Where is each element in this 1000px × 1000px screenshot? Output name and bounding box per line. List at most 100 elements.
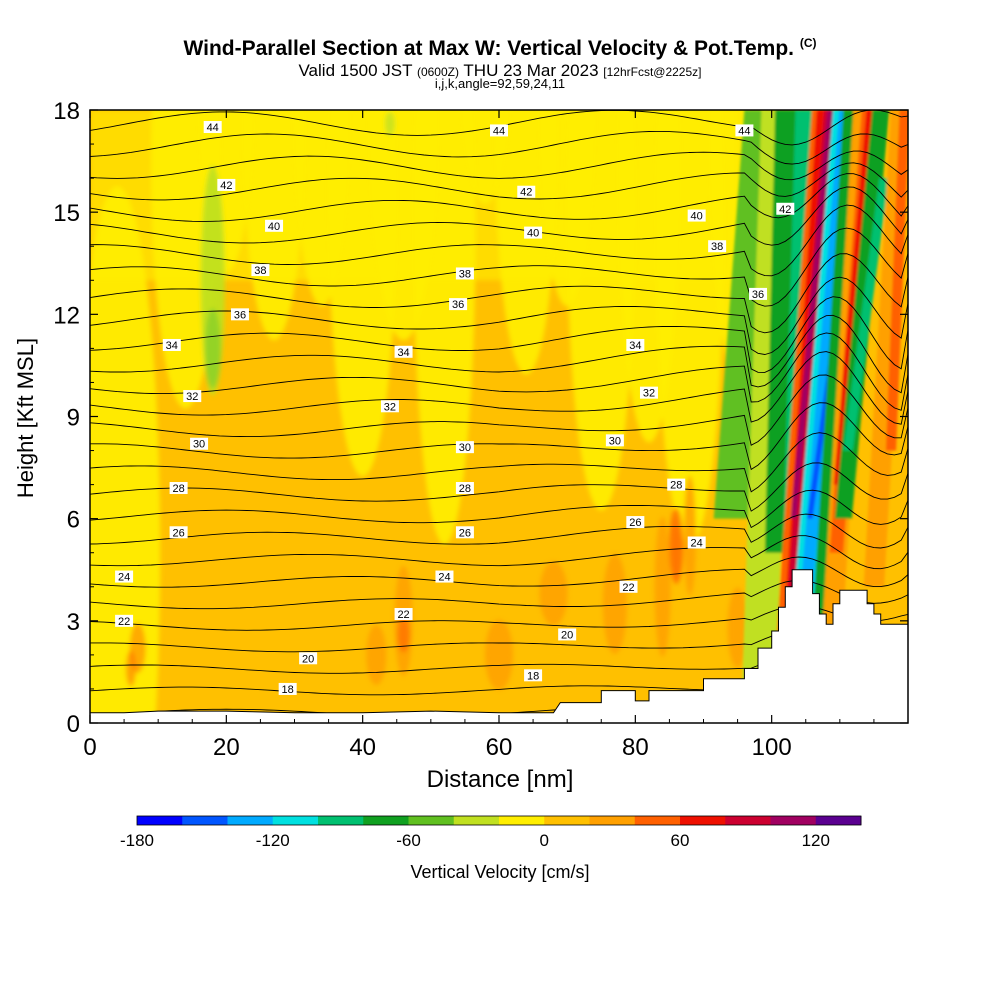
theta-label: 20 xyxy=(561,629,573,641)
theta-contour-27 xyxy=(90,462,908,512)
theta-label: 30 xyxy=(193,439,205,451)
theta-label-bg xyxy=(776,202,795,215)
theta-label-bg xyxy=(558,628,577,641)
y-tick-label: 15 xyxy=(53,200,80,227)
theta-contour-32 xyxy=(90,332,908,411)
theta-label-bg xyxy=(687,536,706,549)
theta-contour-28 xyxy=(90,432,908,493)
utc-time: (0600Z) xyxy=(416,65,459,79)
colorbar-swatch xyxy=(272,816,319,825)
theta-label-bg xyxy=(687,209,706,222)
theta-label-bg xyxy=(251,264,270,277)
theta-label: 34 xyxy=(629,340,641,352)
theta-label-bg xyxy=(169,526,188,539)
theta-label: 30 xyxy=(609,435,621,447)
theta-label: 42 xyxy=(779,204,791,216)
theta-label-bg xyxy=(183,390,202,403)
theta-label: 40 xyxy=(527,228,539,240)
colorbar-swatch xyxy=(589,816,636,825)
theta-contour-33 xyxy=(90,314,908,394)
theta-label: 30 xyxy=(459,442,471,454)
theta-label: 32 xyxy=(384,401,396,413)
theta-label-bg xyxy=(517,185,536,198)
theta-label-bg xyxy=(455,441,474,454)
colorbar-swatch xyxy=(770,816,817,825)
theta-label-bg xyxy=(435,570,454,583)
theta-contour-29 xyxy=(90,402,908,471)
valid-time: Valid 1500 JST xyxy=(298,61,413,80)
theta-label-bg xyxy=(708,240,727,253)
y-tick-label: 0 xyxy=(67,711,80,738)
y-tick-label: 9 xyxy=(67,405,80,432)
theta-contour-22 xyxy=(90,579,908,610)
colorbar-tick-label: 120 xyxy=(802,831,830,850)
colorbar-swatch xyxy=(634,816,681,825)
theta-contour-23 xyxy=(90,556,908,588)
theta-contour-24 xyxy=(90,535,908,570)
colorbar-swatch xyxy=(318,816,364,825)
theta-contour-35 xyxy=(90,276,908,355)
theta-contour-37 xyxy=(90,227,908,307)
theta-label-bg xyxy=(115,614,134,627)
theta-label-bg xyxy=(619,580,638,593)
theta-label: 32 xyxy=(186,391,198,403)
theta-label: 36 xyxy=(752,289,764,301)
theta-label-bg xyxy=(749,287,768,300)
chart-subtitle-indices: i,j,k,angle=92,59,24,11 xyxy=(434,76,566,91)
theta-label-bg xyxy=(626,516,645,529)
theta-label: 34 xyxy=(166,340,178,352)
theta-label-bg xyxy=(735,124,754,137)
theta-label-bg xyxy=(455,482,474,495)
theta-label-bg xyxy=(278,682,297,695)
theta-label-bg xyxy=(265,219,284,232)
colorbar-tick-label: -120 xyxy=(256,831,290,850)
theta-label: 22 xyxy=(397,609,409,621)
chart-title-tag: (C) xyxy=(799,36,817,50)
colorbar-label: Vertical Velocity [cm/s] xyxy=(410,862,590,882)
theta-contour-31 xyxy=(90,351,908,425)
theta-contour-21 xyxy=(90,605,908,631)
theta-label: 38 xyxy=(459,268,471,280)
theta-label-bg xyxy=(605,434,624,447)
theta-label-bg xyxy=(380,400,399,413)
theta-label: 34 xyxy=(397,347,409,359)
chart-title-text: Wind-Parallel Section at Max W: Vertical… xyxy=(183,37,794,60)
y-tick-label: 18 xyxy=(53,98,80,125)
colorbar-frame xyxy=(136,815,862,826)
theta-label-bg xyxy=(115,570,134,583)
chart-subtitle: Valid 1500 JST (0600Z) THU 23 Mar 2023 [… xyxy=(0,61,1000,81)
theta-contour-42 xyxy=(90,150,908,181)
theta-label: 36 xyxy=(234,309,246,321)
theta-label-bg xyxy=(524,226,543,239)
theta-label: 38 xyxy=(711,241,723,253)
theta-contour-36 xyxy=(90,253,908,334)
colorbar-swatch xyxy=(363,816,409,825)
theta-contour-40 xyxy=(90,173,908,222)
theta-label-bg xyxy=(394,608,413,621)
theta-label-bg xyxy=(230,308,249,321)
theta-label: 40 xyxy=(268,221,280,233)
colorbar-tick-label: -180 xyxy=(120,831,154,850)
colorbar-swatch xyxy=(227,816,274,825)
x-tick-label: 20 xyxy=(213,734,240,761)
colorbar-swatch xyxy=(408,816,455,825)
x-axis-label: Distance [nm] xyxy=(426,766,574,793)
theta-label: 44 xyxy=(493,125,505,137)
colorbar-swatch xyxy=(137,816,183,825)
theta-label: 20 xyxy=(302,653,314,665)
theta-contour-41 xyxy=(90,162,908,201)
x-tick-label: 40 xyxy=(349,734,376,761)
colorbar-swatch xyxy=(680,816,726,825)
theta-label-bg xyxy=(455,267,474,280)
theta-label-bg xyxy=(203,121,222,134)
colorbar-swatch xyxy=(725,816,771,825)
theta-label: 32 xyxy=(643,388,655,400)
theta-label-bg xyxy=(639,386,658,399)
theta-contour-43 xyxy=(90,130,908,165)
theta-label: 44 xyxy=(738,125,750,137)
theta-label-bg xyxy=(190,437,209,450)
colorbar-swatch xyxy=(499,816,545,825)
colorbar-swatch xyxy=(544,816,590,825)
